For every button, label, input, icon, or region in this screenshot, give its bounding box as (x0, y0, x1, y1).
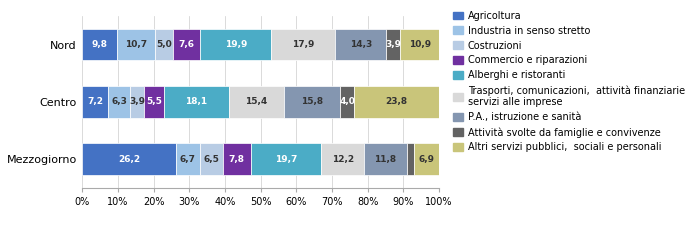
Text: 10,9: 10,9 (409, 40, 431, 49)
Text: 7,6: 7,6 (179, 40, 195, 49)
Text: 15,8: 15,8 (300, 97, 322, 106)
Bar (386, 29, 400, 60)
Bar (340, 86, 354, 118)
Bar (82, 29, 117, 60)
Bar (414, 143, 439, 175)
Bar (82, 86, 108, 118)
Bar (174, 29, 200, 60)
Bar (364, 143, 407, 175)
Bar (156, 29, 174, 60)
Text: 11,8: 11,8 (375, 155, 397, 164)
Text: 6,3: 6,3 (111, 97, 127, 106)
Bar (272, 29, 335, 60)
Bar (108, 86, 130, 118)
Bar (200, 143, 223, 175)
Text: 19,7: 19,7 (274, 155, 297, 164)
Text: 7,8: 7,8 (228, 155, 245, 164)
Text: 6,7: 6,7 (180, 155, 196, 164)
Bar (176, 143, 200, 175)
Text: 14,3: 14,3 (350, 40, 372, 49)
Bar (407, 143, 414, 175)
Bar (250, 143, 321, 175)
Bar (200, 29, 272, 60)
Text: 6,5: 6,5 (203, 155, 220, 164)
Text: 3,9: 3,9 (130, 97, 145, 106)
Bar (321, 143, 364, 175)
Bar (144, 86, 164, 118)
Bar (164, 86, 228, 118)
Bar (228, 86, 283, 118)
Bar (117, 29, 156, 60)
Bar (223, 143, 250, 175)
Text: 3,9: 3,9 (386, 40, 401, 49)
Text: 19,9: 19,9 (225, 40, 247, 49)
Text: 18,1: 18,1 (185, 97, 207, 106)
Text: 7,2: 7,2 (87, 97, 103, 106)
Text: 5,0: 5,0 (156, 40, 172, 49)
Legend: Agricoltura, Industria in senso stretto, Costruzioni, Commercio e riparazioni, A: Agricoltura, Industria in senso stretto,… (453, 11, 686, 152)
Bar (400, 29, 439, 60)
Bar (335, 29, 386, 60)
Text: 17,9: 17,9 (292, 40, 314, 49)
Text: 9,8: 9,8 (92, 40, 108, 49)
Text: 15,4: 15,4 (245, 97, 267, 106)
Text: 23,8: 23,8 (386, 97, 407, 106)
Bar (283, 86, 340, 118)
Bar (130, 86, 144, 118)
Text: 5,5: 5,5 (146, 97, 162, 106)
Text: 12,2: 12,2 (331, 155, 354, 164)
Text: 4,0: 4,0 (339, 97, 355, 106)
Text: 26,2: 26,2 (118, 155, 140, 164)
Text: 6,9: 6,9 (418, 155, 435, 164)
Bar (82, 143, 176, 175)
Text: 10,7: 10,7 (126, 40, 147, 49)
Bar (354, 86, 439, 118)
